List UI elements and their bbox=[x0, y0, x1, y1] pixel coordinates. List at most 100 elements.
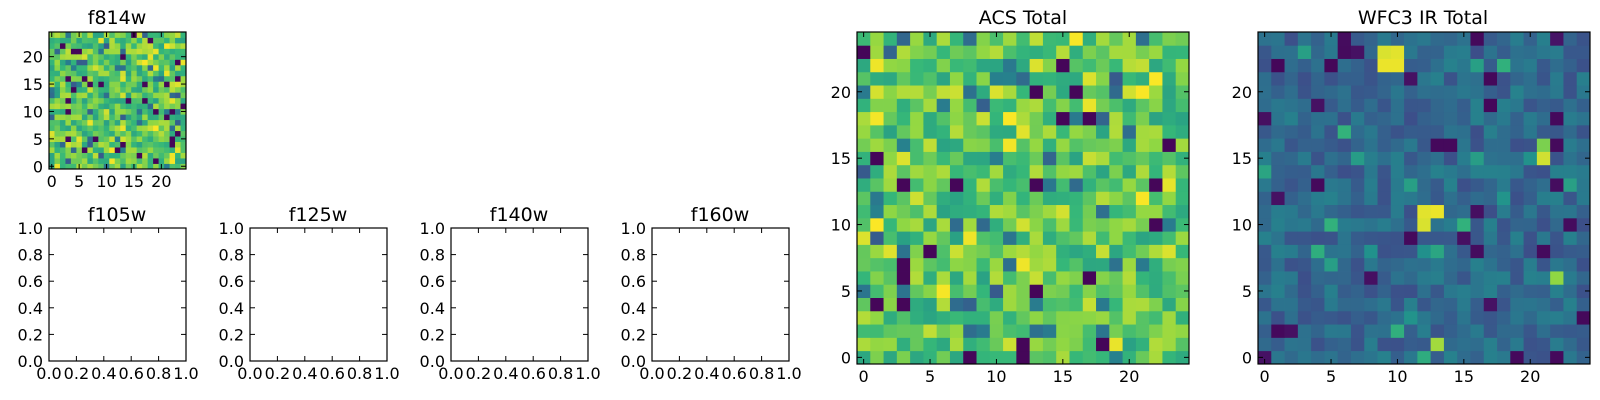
heatmap-cell bbox=[1258, 244, 1272, 259]
heatmap-cell bbox=[1271, 244, 1285, 259]
heatmap-cell bbox=[1430, 257, 1445, 272]
heatmap-cell bbox=[1135, 45, 1150, 59]
heatmap-cell bbox=[103, 81, 110, 88]
y-tick-label: 0.0 bbox=[18, 352, 43, 371]
heatmap-cell bbox=[1297, 284, 1312, 298]
heatmap-cell bbox=[1457, 324, 1471, 338]
heatmap-cell bbox=[1271, 297, 1285, 312]
heatmap-cell bbox=[1470, 257, 1485, 272]
heatmap-cell bbox=[1109, 58, 1123, 73]
heatmap-cell bbox=[1003, 138, 1017, 152]
heatmap-cell bbox=[870, 337, 884, 352]
heatmap-cell bbox=[153, 32, 159, 38]
heatmap-cell bbox=[1350, 244, 1365, 259]
heatmap-cell bbox=[92, 81, 99, 88]
heatmap-cell bbox=[923, 178, 938, 192]
heatmap-cell bbox=[976, 191, 991, 206]
heatmap-cell bbox=[147, 114, 154, 121]
heatmap-cell bbox=[1404, 111, 1418, 126]
heatmap-cell bbox=[857, 98, 871, 113]
heatmap-cell bbox=[857, 337, 871, 352]
heatmap-cell bbox=[1096, 191, 1110, 206]
heatmap-cell bbox=[1271, 111, 1285, 126]
heatmap-cell bbox=[976, 297, 991, 312]
heatmap-cell bbox=[1324, 284, 1339, 298]
heatmap-cell bbox=[1497, 124, 1511, 139]
heatmap-cell bbox=[49, 75, 55, 82]
heatmap-cell bbox=[1483, 324, 1498, 338]
heatmap-cell bbox=[1311, 257, 1325, 272]
heatmap-cell bbox=[1364, 257, 1378, 272]
heatmap-cell bbox=[98, 37, 105, 44]
heatmap-cell bbox=[1510, 71, 1524, 86]
heatmap-cell bbox=[158, 103, 165, 110]
heatmap-cell bbox=[910, 71, 924, 86]
heatmap-cell bbox=[1563, 204, 1578, 219]
heatmap-cell bbox=[1390, 244, 1405, 259]
heatmap-cell bbox=[1523, 45, 1538, 59]
heatmap-cell bbox=[1377, 297, 1392, 312]
heatmap-cell bbox=[1417, 204, 1432, 219]
heatmap-cell bbox=[114, 92, 121, 99]
heatmap-cell bbox=[857, 111, 871, 126]
heatmap-cell bbox=[1042, 98, 1057, 113]
heatmap-cell bbox=[164, 136, 170, 142]
heatmap-cell bbox=[81, 64, 88, 71]
heatmap-cell bbox=[1457, 98, 1471, 113]
y-tick-label: 20 bbox=[831, 83, 851, 102]
heatmap-cell bbox=[120, 114, 127, 121]
heatmap-cell bbox=[1258, 217, 1272, 232]
heatmap-cell bbox=[164, 119, 170, 126]
x-tick-label: 1.0 bbox=[776, 364, 801, 383]
heatmap-cell bbox=[1550, 297, 1564, 312]
heatmap-cell bbox=[896, 350, 911, 365]
heatmap-cell bbox=[1284, 191, 1299, 206]
heatmap-cell bbox=[158, 119, 165, 126]
heatmap-cell bbox=[1056, 217, 1070, 232]
heatmap-cell bbox=[1297, 244, 1312, 259]
heatmap-cell bbox=[857, 297, 871, 312]
heatmap-cell bbox=[1563, 71, 1578, 86]
heatmap-cell bbox=[1536, 217, 1551, 232]
heatmap-cell bbox=[1497, 217, 1511, 232]
heatmap-cell bbox=[1149, 151, 1163, 166]
heatmap-cell bbox=[180, 119, 187, 126]
heatmap-cell bbox=[142, 59, 149, 66]
heatmap-cell bbox=[114, 147, 121, 153]
heatmap-cell bbox=[1271, 217, 1285, 232]
heatmap-cell bbox=[1162, 337, 1177, 352]
heatmap-cell bbox=[1016, 138, 1031, 152]
heatmap-cell bbox=[175, 108, 181, 115]
heatmap-cell bbox=[87, 32, 94, 38]
heatmap-cell bbox=[896, 178, 911, 192]
heatmap-cell bbox=[92, 42, 99, 49]
heatmap-cell bbox=[87, 81, 94, 88]
heatmap-cell bbox=[1563, 244, 1578, 259]
heatmap-cell bbox=[870, 58, 884, 73]
heatmap-cell bbox=[1149, 257, 1163, 272]
heatmap-cell bbox=[1175, 178, 1190, 192]
heatmap-cell bbox=[1563, 217, 1578, 232]
heatmap-cell bbox=[131, 141, 138, 148]
heatmap-cell bbox=[180, 42, 187, 49]
heatmap-cell bbox=[1443, 324, 1458, 338]
heatmap-cell bbox=[1149, 284, 1163, 298]
heatmap-cell bbox=[1297, 32, 1312, 46]
heatmap-cell bbox=[1550, 271, 1564, 285]
heatmap-cell bbox=[142, 103, 149, 110]
heatmap-cell bbox=[1284, 350, 1299, 365]
heatmap-cell bbox=[883, 138, 898, 152]
heatmap-cell bbox=[1324, 32, 1339, 46]
heatmap-cell bbox=[923, 350, 938, 365]
heatmap-cell bbox=[1390, 204, 1405, 219]
heatmap-cell bbox=[949, 45, 964, 59]
heatmap-cell bbox=[883, 164, 898, 179]
heatmap-cell bbox=[1483, 124, 1498, 139]
heatmap-cell bbox=[103, 114, 110, 121]
heatmap-cell bbox=[1563, 98, 1578, 113]
heatmap-cell bbox=[1122, 58, 1137, 73]
heatmap-cell bbox=[125, 59, 132, 66]
heatmap-cell bbox=[1443, 204, 1458, 219]
heatmap-cell bbox=[109, 37, 116, 44]
heatmap-cell bbox=[870, 71, 884, 86]
